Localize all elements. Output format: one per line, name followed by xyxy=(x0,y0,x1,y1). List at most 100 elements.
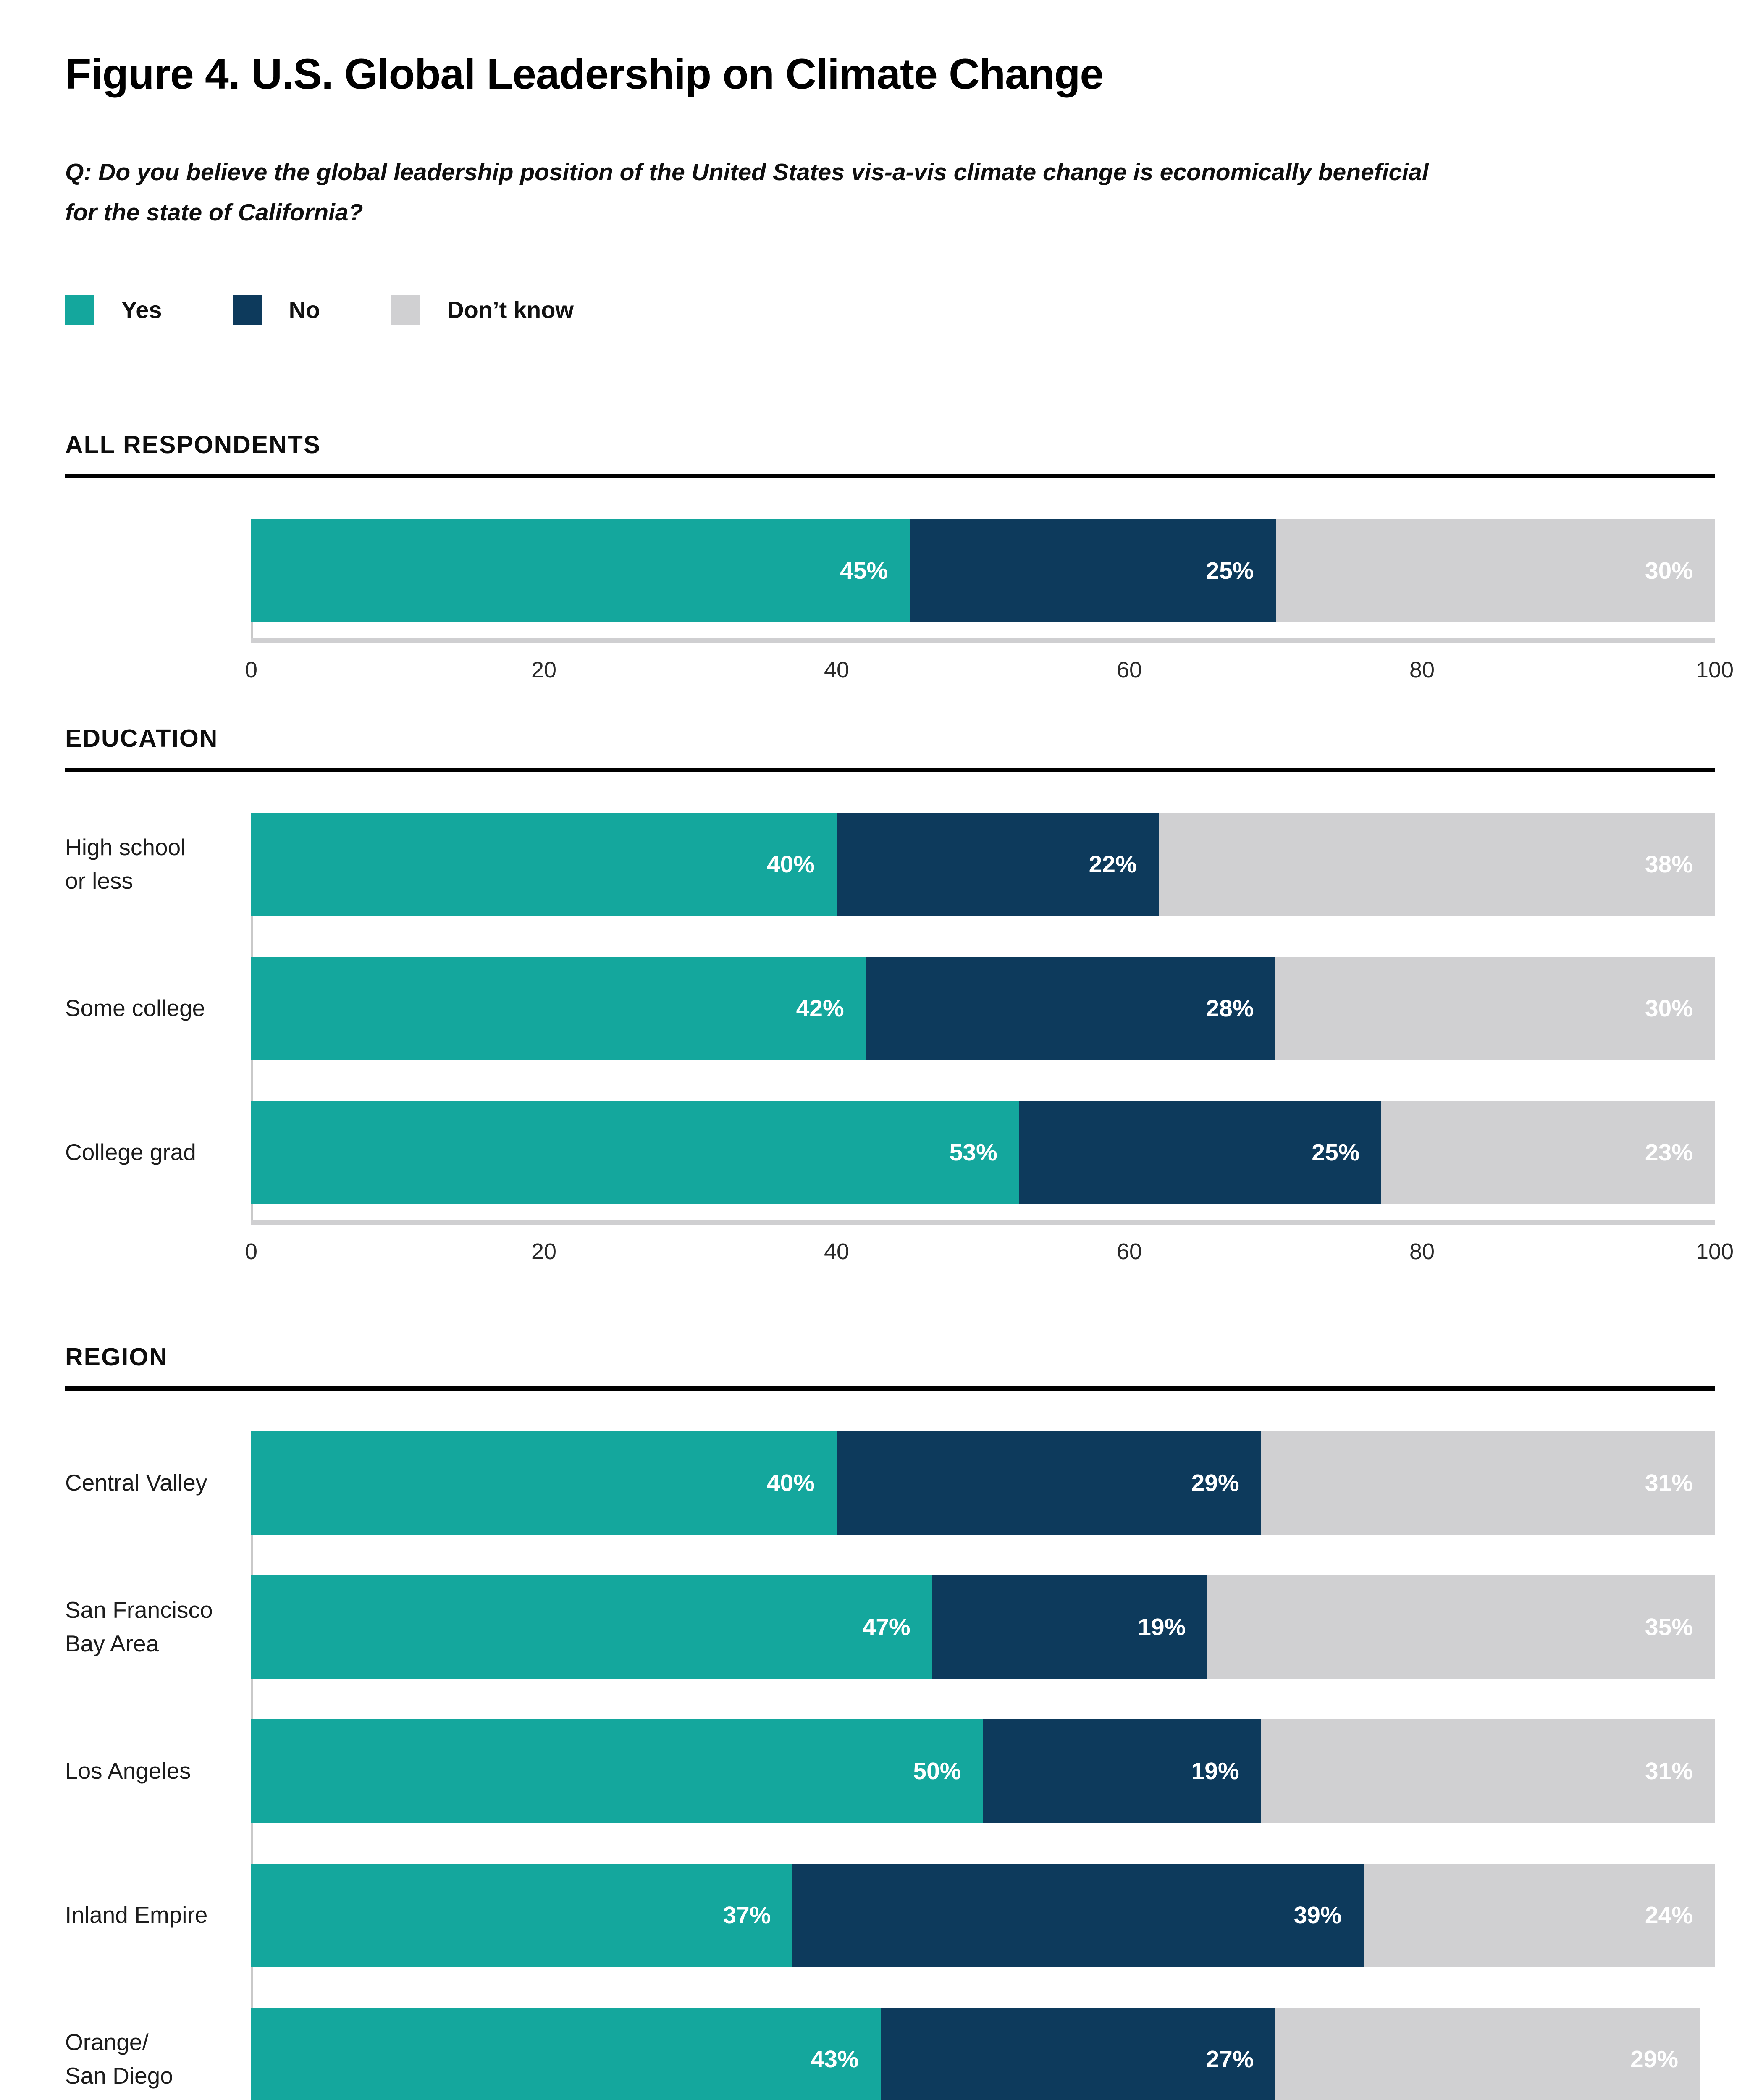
bar-segment-yes: 53% xyxy=(251,1100,1019,1204)
charts: ALL RESPONDENTS 45% 25% 30% 0 20 40 60 80 100 EDUC… xyxy=(65,430,1734,2100)
bar-row: 45% 25% 30% xyxy=(65,519,1715,622)
survey-question-line-2: for the state of California? xyxy=(65,199,363,226)
bar-row: Orange/ San Diego 43% 27% 29% xyxy=(65,2007,1715,2100)
legend-swatch-no xyxy=(232,295,262,325)
bar-track: 45% 25% 30% xyxy=(251,519,1715,622)
bar-row: High school or less 40% 22% 38% xyxy=(65,812,1715,916)
legend-item-no: No xyxy=(232,295,320,325)
bar-value-label: 31% xyxy=(1645,1469,1693,1496)
bar-value-label: 25% xyxy=(1312,1139,1360,1166)
bar-segment-no: 29% xyxy=(837,1431,1261,1535)
figure-title: Figure 4. U.S. Global Leadership on Clim… xyxy=(65,50,1104,98)
survey-question-line-1: Q: Do you believe the global leadership … xyxy=(65,159,1429,186)
bar-segment-yes: 45% xyxy=(251,519,910,622)
bar-track: 40% 22% 38% xyxy=(251,812,1715,916)
bar-segment-dont-know: 30% xyxy=(1275,519,1715,622)
axis-ticks: 0 20 40 60 80 100 xyxy=(245,1234,1734,1276)
bar-segment-no: 22% xyxy=(837,812,1159,916)
section-heading: REGION xyxy=(65,1343,168,1371)
chart-section-2: EDUCATION High school or less 40% 22% 38% Som… xyxy=(65,724,1734,1276)
bar-value-label: 38% xyxy=(1645,850,1693,878)
bar-value-label: 45% xyxy=(840,557,888,584)
bar-track: 43% 27% 29% xyxy=(251,2007,1715,2100)
section-heading: EDUCATION xyxy=(65,724,218,752)
bar-value-label: 31% xyxy=(1645,1757,1693,1785)
bar-value-label: 27% xyxy=(1206,2045,1254,2073)
bar-segment-yes: 37% xyxy=(251,1863,793,1967)
bar-row: Inland Empire 37% 39% 24% xyxy=(65,1863,1715,1967)
axis-tick-label: 40 xyxy=(824,657,850,682)
bar-track: 50% 19% 31% xyxy=(251,1719,1715,1823)
bar-value-label: 29% xyxy=(1630,2045,1679,2073)
bar-segment-dont-know: 30% xyxy=(1275,956,1715,1060)
axis-tick-label: 0 xyxy=(244,657,258,682)
bar-track: 47% 19% 35% xyxy=(251,1575,1715,1679)
bar-segment-dont-know: 24% xyxy=(1363,1863,1715,1967)
row-label: San Francisco Bay Area xyxy=(65,1596,213,1656)
row-label: High school or less xyxy=(65,834,186,894)
bar-segment-no: 27% xyxy=(880,2007,1276,2100)
bar-value-label: 50% xyxy=(913,1757,961,1785)
legend-swatch-yes xyxy=(65,295,94,325)
chart-section-3: REGION Central Valley 40% 29% 31% San Francis… xyxy=(65,1343,1715,2100)
bar-segment-no: 28% xyxy=(866,956,1276,1060)
axis-tick-label: 100 xyxy=(1695,657,1734,682)
bar-value-label: 19% xyxy=(1191,1757,1239,1785)
bar-value-label: 19% xyxy=(1138,1613,1186,1641)
axis-tick-label: 20 xyxy=(531,1239,557,1264)
bar-value-label: 24% xyxy=(1645,1901,1693,1929)
bar-segment-yes: 43% xyxy=(251,2007,881,2100)
bar-track: 53% 25% 23% xyxy=(251,1100,1715,1204)
legend-item-yes: Yes xyxy=(65,295,162,325)
bar-track: 40% 29% 31% xyxy=(251,1431,1715,1535)
chart-section-1: ALL RESPONDENTS 45% 25% 30% 0 20 40 60 80 100 xyxy=(65,430,1734,695)
bar-value-label: 43% xyxy=(811,2045,859,2073)
bar-value-label: 39% xyxy=(1293,1901,1342,1929)
legend-swatch-dont-know xyxy=(391,295,420,325)
legend-label-no: No xyxy=(289,297,320,323)
bar-value-label: 42% xyxy=(796,995,844,1022)
x-axis-line xyxy=(251,1220,1715,1225)
bar-value-label: 29% xyxy=(1191,1469,1239,1496)
bar-segment-no: 25% xyxy=(1019,1100,1382,1204)
stacked-bar-chart: Central Valley 40% 29% 31% San Francisco Bay… xyxy=(65,1431,1715,2100)
section-heading: ALL RESPONDENTS xyxy=(65,430,321,459)
stacked-bar-chart: High school or less 40% 22% 38% Some college… xyxy=(65,812,1734,1276)
bar-value-label: 22% xyxy=(1089,850,1137,878)
bar-segment-yes: 47% xyxy=(251,1575,932,1679)
bar-row: Central Valley 40% 29% 31% xyxy=(65,1431,1715,1535)
bar-value-label: 53% xyxy=(949,1139,997,1166)
bar-segment-no: 39% xyxy=(792,1863,1364,1967)
bar-segment-dont-know: 29% xyxy=(1275,2007,1700,2100)
axis-tick-label: 60 xyxy=(1116,1239,1142,1264)
bar-row: Some college 42% 28% 30% xyxy=(65,956,1715,1060)
bar-segment-dont-know: 31% xyxy=(1261,1719,1715,1823)
x-axis-line xyxy=(251,638,1715,643)
bar-track: 42% 28% 30% xyxy=(251,956,1715,1060)
axis-tick-label: 80 xyxy=(1409,657,1435,682)
bar-row: San Francisco Bay Area 47% 19% 35% xyxy=(65,1575,1715,1679)
bar-segment-yes: 40% xyxy=(251,812,837,916)
bar-value-label: 40% xyxy=(766,1469,815,1496)
row-label: Central Valley xyxy=(65,1469,207,1496)
row-label: Inland Empire xyxy=(65,1901,208,1928)
bar-segment-yes: 40% xyxy=(251,1431,837,1535)
axis-tick-label: 60 xyxy=(1116,657,1142,682)
bar-value-label: 28% xyxy=(1206,995,1254,1022)
bar-value-label: 25% xyxy=(1206,557,1254,584)
bar-value-label: 30% xyxy=(1645,557,1693,584)
section-rule xyxy=(65,1386,1715,1391)
bar-value-label: 37% xyxy=(723,1901,771,1929)
bar-row: College grad 53% 25% 23% xyxy=(65,1100,1715,1204)
bar-value-label: 47% xyxy=(862,1613,910,1641)
row-label: Los Angeles xyxy=(65,1757,191,1784)
bar-value-label: 23% xyxy=(1645,1139,1693,1166)
stacked-bar-chart: 45% 25% 30% 0 20 40 60 80 100 xyxy=(65,519,1734,695)
bar-segment-dont-know: 35% xyxy=(1207,1575,1715,1679)
bar-segment-dont-know: 31% xyxy=(1261,1431,1715,1535)
axis-tick-label: 80 xyxy=(1409,1239,1435,1264)
axis-ticks: 0 20 40 60 80 100 xyxy=(245,653,1734,695)
survey-question: Q: Do you believe the global leadership … xyxy=(65,152,1715,233)
row-label: Some college xyxy=(65,995,205,1021)
